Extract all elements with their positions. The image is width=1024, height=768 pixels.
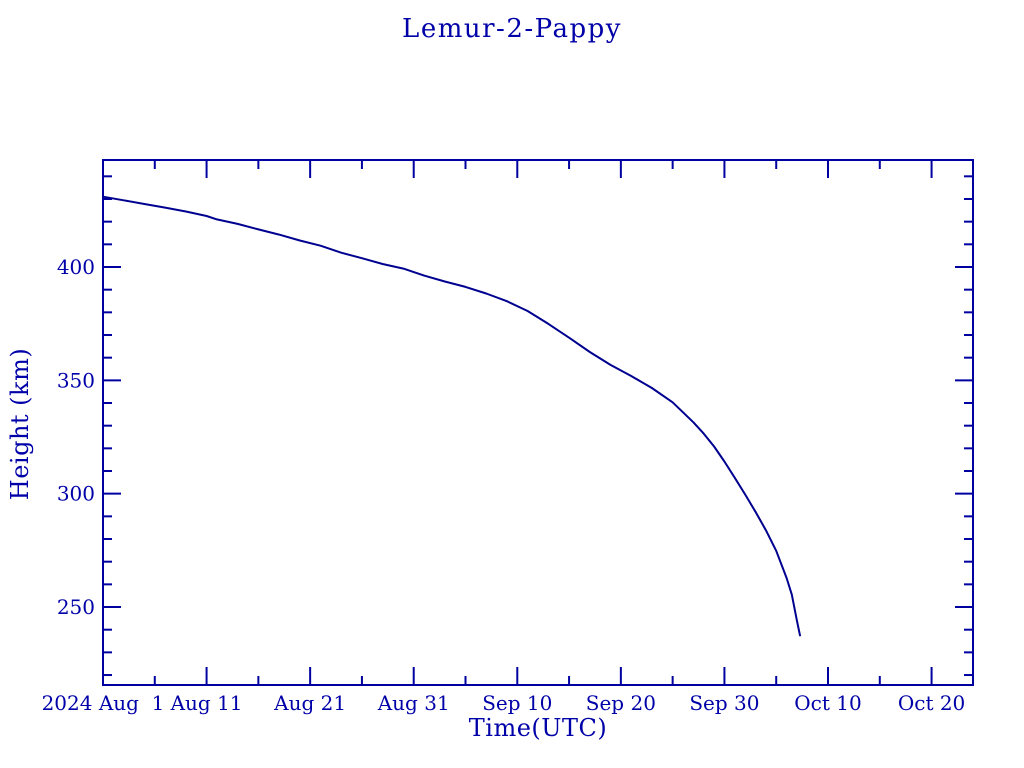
x-axis-title: Time(UTC) <box>468 714 608 742</box>
x-tick-label: Oct 10 <box>794 691 861 715</box>
y-tick-label: 350 <box>57 368 95 392</box>
x-tick-label: Sep 10 <box>482 691 552 715</box>
axis-frame <box>102 159 974 686</box>
y-axis-title: Height (km) <box>6 347 34 501</box>
y-tick-label: 400 <box>57 255 95 279</box>
height-decay-curve <box>102 195 801 637</box>
x-tick-label: Aug 21 <box>273 691 346 715</box>
chart-title: Lemur-2-Pappy <box>402 14 622 44</box>
y-tick-label: 300 <box>57 482 95 506</box>
y-tick-label: 250 <box>57 595 95 619</box>
x-tick-label: 2024 Aug 1 <box>42 691 165 715</box>
x-tick-label: Aug 11 <box>170 691 243 715</box>
x-tick-label: Sep 30 <box>689 691 759 715</box>
x-tick-label: Sep 20 <box>586 691 656 715</box>
x-tick-label: Aug 31 <box>377 691 450 715</box>
x-tick-label: Oct 20 <box>898 691 965 715</box>
